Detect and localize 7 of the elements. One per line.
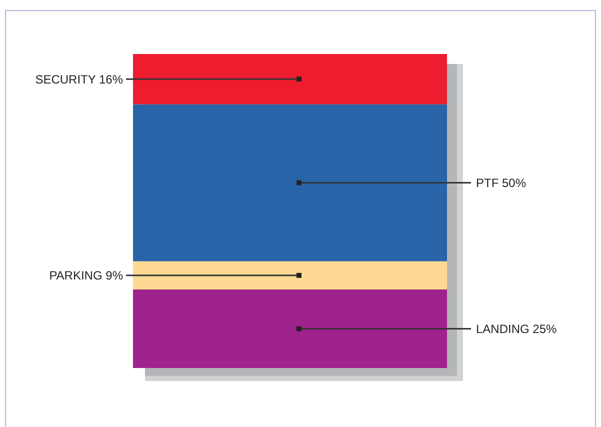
bar	[133, 54, 447, 104]
bar	[133, 290, 447, 368]
data-label: LANDING 25%	[476, 322, 558, 336]
data-label: PARKING 9%	[49, 268, 124, 283]
data-label: SECURITY 16%	[35, 72, 124, 86]
data-label: PTF 50%	[476, 176, 526, 190]
bar	[133, 261, 447, 290]
